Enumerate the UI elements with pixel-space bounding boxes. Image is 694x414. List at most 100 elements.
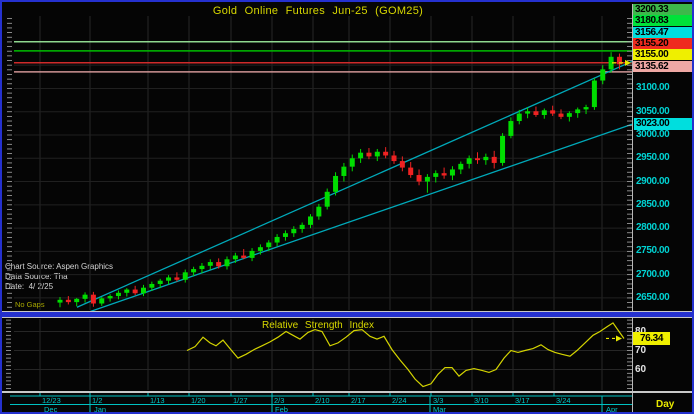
rsi-scale-label: 60 [635,363,647,375]
candle-body [441,173,447,176]
candle-body [349,158,355,167]
candle-body [299,224,305,230]
candle-body [199,265,205,270]
candle-body [224,259,230,267]
candle-body [65,299,71,303]
candle-body [525,111,531,114]
trendline-value-label: 3023.00 [634,118,692,131]
price-scale-label: 2950.00 [636,152,670,164]
candle-body [458,163,464,170]
candle-body [475,158,480,161]
candle-body [282,233,288,237]
candle-body [483,156,489,161]
price-scale-label: 3050.00 [636,105,670,117]
week-label: 2/10 [315,396,330,405]
panel-divider [2,311,692,318]
week-label: 3/17 [515,396,530,405]
price-scale-label: 2750.00 [636,245,670,257]
candle-body [533,111,539,115]
month-label: Mar [433,405,446,414]
rsi-value-arrowhead [616,335,622,342]
month-label: Jan [94,405,107,414]
stacked-price-label: 3135.62 [633,60,692,72]
candle-body [249,250,255,258]
candle-body [500,135,506,163]
candle-body [583,107,589,110]
month-label: Dec [44,405,58,414]
candle-body [149,283,155,288]
candle-body [174,277,180,280]
candle-body [616,56,622,65]
price-scale-label: 3000.00 [636,129,670,140]
week-label: 1/2 [92,396,103,405]
chart-source-line: Chart Source: Aspen Graphics [5,262,114,271]
week-label: 1/20 [191,396,206,405]
price-scale-label: 3100.00 [636,82,670,94]
candle-body [358,152,364,159]
week-label: 12/23 [42,396,61,405]
candle-body [308,216,313,225]
candle-body [424,176,430,182]
candle-body [132,289,138,294]
candle-body [316,206,322,217]
candle-body [324,191,330,207]
date-line: Date: 4/ 2/25 [5,282,54,291]
week-label: 3/24 [556,396,571,405]
price-scale-label: 2700.00 [636,268,670,280]
candle-body [82,294,88,299]
week-label: 3/3 [433,396,444,405]
candle-body [591,80,597,108]
week-label: 1/13 [150,396,165,405]
no-gaps-label: No Gaps [15,300,45,309]
candle-body [141,287,146,294]
candle-body [399,161,405,168]
candle-body [99,298,105,304]
candle-body [408,167,414,176]
candle-body [341,166,347,176]
candle-body [491,156,497,163]
candle-body [241,255,247,258]
candle-body [191,269,197,273]
candle-body [508,121,514,136]
candle-body [374,151,380,157]
candle-body [274,236,280,243]
trendline [76,123,633,317]
price-scale-label: 2900.00 [636,175,670,187]
candle-body [516,113,522,122]
stacked-price-label: 3180.83 [633,15,692,27]
candle-body [433,173,439,177]
candle-body [608,56,614,70]
rsi-value-label: 76.34 [633,332,670,345]
candle-body [57,299,63,303]
candle-body [366,152,372,157]
week-label: 3/10 [474,396,489,405]
candle-body [416,175,422,182]
candle-body [541,110,547,115]
candle-body [257,247,263,251]
week-label: 2/24 [392,396,407,405]
price-scale-label: 2800.00 [636,222,670,234]
candle-body [333,175,339,192]
period-day-label: Day [656,399,675,410]
month-label: Apr [606,405,618,414]
candle-body [207,262,213,266]
candle-body [157,280,163,284]
candle-body [466,158,472,164]
candle-body [115,292,121,297]
candle-body [391,155,397,162]
stacked-price-label: 3155.20 [633,37,692,49]
trendline [76,60,633,308]
last-price-arrowhead [625,59,631,66]
candle-body [107,296,113,299]
week-label: 1/27 [233,396,248,405]
data-source-line: Data Source: Tha [5,272,68,281]
candle-body [449,169,455,176]
rsi-scale-label: 80 [635,325,647,337]
week-label: 2/3 [274,396,285,405]
candle-body [575,109,581,114]
week-label: 2/17 [351,396,366,405]
candle-body [74,298,80,303]
candle-body [90,294,96,304]
